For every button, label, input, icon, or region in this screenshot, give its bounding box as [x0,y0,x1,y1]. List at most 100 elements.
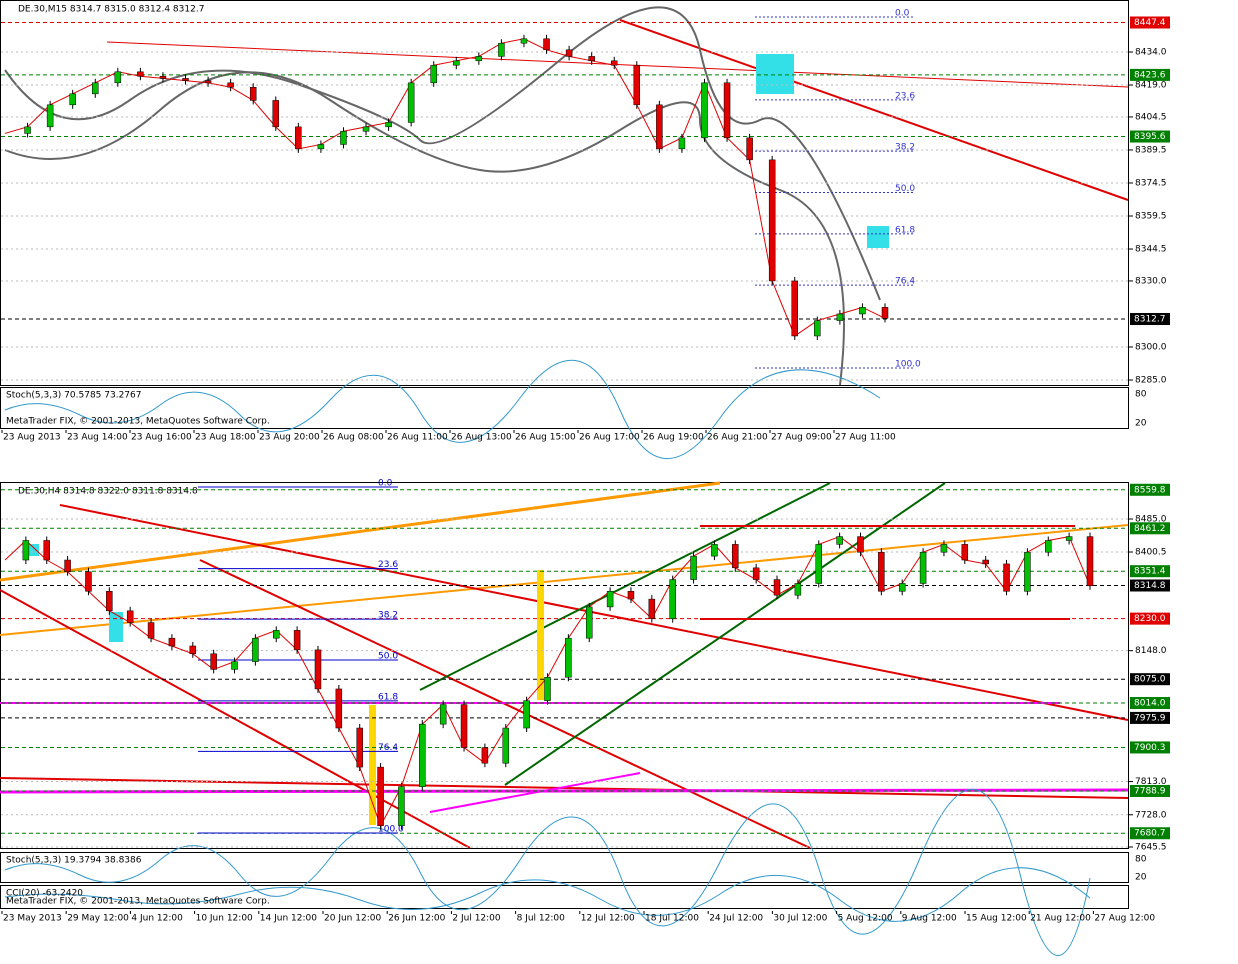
time-label: 26 Aug 11:00 [387,433,448,443]
candle [385,122,392,128]
price-label: 8419.0 [1135,81,1167,91]
indicator-frame [0,387,1129,429]
indicator-level: 80 [1135,390,1147,400]
candle [106,591,113,612]
price-tag [1130,579,1170,592]
price-tag-label: 8423.6 [1134,70,1166,80]
candle [523,700,530,729]
candle [543,38,550,51]
time-label: 27 Aug 12:00 [1094,914,1155,924]
candle [701,82,708,139]
candle [1045,540,1052,553]
time-label: 23 Aug 20:00 [259,433,320,443]
candle [227,82,234,88]
candle [859,307,866,315]
price-label: 8300.0 [1135,342,1167,352]
candle [814,320,821,337]
copyright: MetaTrader FIX, © 2001-2013, MetaQuotes … [6,897,270,907]
zone [756,54,794,94]
candle [565,49,573,57]
price-tag [1130,313,1170,326]
candle [544,676,551,701]
candle [1065,536,1073,541]
price-label: 8374.5 [1135,178,1167,188]
indicator-level: 20 [1135,873,1147,883]
time-label: 12 Jul 12:00 [581,914,635,924]
candle [836,536,843,545]
candle [272,100,280,128]
candle [588,56,595,62]
candle [773,579,781,596]
candle [878,551,885,592]
time-label: 23 Aug 16:00 [131,433,192,443]
oscillator [4,359,881,459]
candle [919,551,927,584]
price-tag-label: 7680.7 [1134,829,1166,839]
zone [537,570,544,700]
band [4,71,845,386]
price-tag-label: 8312.7 [1134,315,1166,325]
time-label: 27 Aug 09:00 [771,433,832,443]
price-label: 8330.0 [1135,276,1167,286]
time-label: 27 Aug 11:00 [835,433,896,443]
fib-label: 23.6 [378,560,398,570]
price-label: 7813.0 [1135,777,1167,787]
trend-line [106,41,1129,88]
price-label: 8285.0 [1135,376,1167,386]
price-tag [1130,16,1170,29]
price-tag-label: 8230.0 [1134,614,1166,624]
zone [867,226,889,248]
time-label: 4 Jun 12:00 [131,914,183,924]
candle [231,661,238,670]
chart-frame [0,0,1129,386]
candle [204,80,212,84]
indicator-label: Stoch(5,3,3) 70.5785 73.2767 [6,391,141,401]
price-label: 8404.5 [1135,112,1167,122]
candle [982,559,989,565]
price-label: 8389.5 [1135,145,1167,155]
price-tag-label: 8351.4 [1134,567,1166,577]
band [4,6,881,301]
price-label: 8148.0 [1135,646,1167,656]
price-tag-label: 8314.8 [1134,581,1166,591]
candle [752,567,760,580]
price-tag-label: 8395.6 [1134,132,1166,142]
candle [273,630,280,639]
candle [362,126,370,132]
candle [168,637,176,647]
time-label: 23 Aug 18:00 [195,433,256,443]
price-tag [1130,130,1170,143]
candle [64,559,71,572]
chart-frame [0,482,1129,849]
price-tag-label: 8559.8 [1134,485,1166,495]
price-label: 8344.5 [1135,245,1167,255]
trend-line [0,481,721,582]
price-tag [1130,784,1170,797]
time-label: 26 Aug 08:00 [323,433,384,443]
candle [92,82,99,95]
candle [520,38,528,44]
copyright: MetaTrader FIX, © 2001-2013, MetaQuotes … [6,417,270,427]
fib-label: 23.6 [895,91,915,101]
price-tag [1130,711,1170,724]
candle [1003,563,1010,592]
candle [723,82,731,139]
candle [419,723,426,787]
fib-label: 38.2 [378,611,398,621]
candle [22,540,30,561]
time-label: 26 Aug 21:00 [707,433,768,443]
candle [430,64,437,84]
candle [857,536,864,553]
fib-label: 61.8 [378,692,398,702]
price-label: 8400.5 [1135,548,1167,558]
candle [377,766,384,826]
candle [314,649,322,690]
time-label: 23 May 2013 [3,914,62,924]
time-label: 26 Aug 13:00 [451,433,512,443]
time-label: 26 Aug 17:00 [579,433,640,443]
time-label: 26 Aug 15:00 [515,433,576,443]
price-label: 7645.5 [1135,843,1167,853]
time-label: 21 Aug 12:00 [1030,914,1091,924]
fib-label: 50.0 [895,184,915,194]
zone [109,612,123,642]
